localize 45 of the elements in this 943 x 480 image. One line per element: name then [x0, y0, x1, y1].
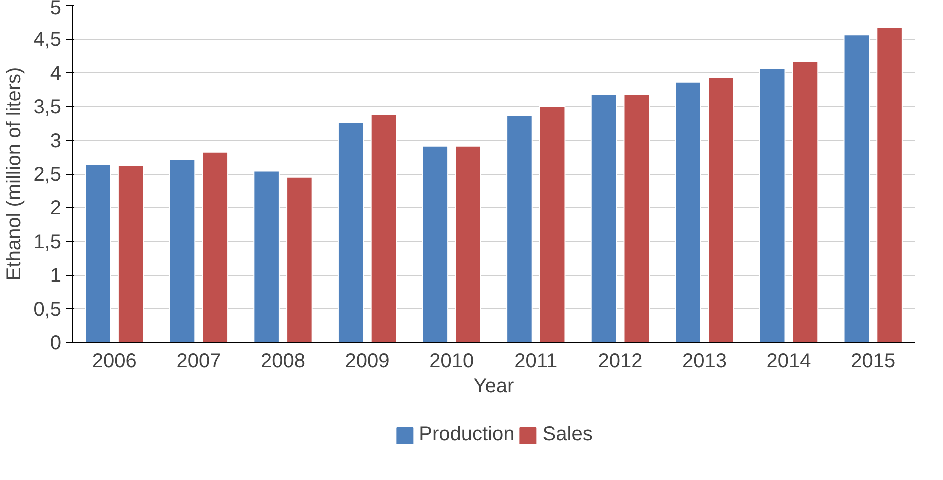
legend-label: Sales — [542, 424, 593, 446]
bar — [506, 116, 533, 342]
bar — [202, 152, 229, 342]
y-tick-label: 3,5 — [34, 96, 62, 119]
y-tick-label: 5 — [50, 0, 62, 20]
bar — [844, 34, 870, 342]
x-tick-label: 2010 — [430, 350, 474, 372]
bar — [876, 27, 903, 342]
bar — [708, 77, 734, 342]
x-tick-label: 2011 — [514, 350, 558, 372]
bar — [286, 176, 313, 342]
bar — [254, 170, 280, 342]
bar — [118, 165, 144, 342]
x-tick-label: 2007 — [176, 350, 222, 372]
bar — [455, 146, 482, 342]
y-tick-label: 3 — [50, 130, 62, 152]
x-tick-label: 2006 — [92, 350, 137, 372]
y-tick-label: 1 — [50, 265, 62, 288]
bar — [85, 164, 112, 342]
x-tick-label: 2008 — [261, 350, 306, 372]
y-tick-label: 4,5 — [34, 29, 62, 52]
y-axis-title: Ethanol (million of liters) — [4, 67, 26, 281]
bar — [624, 94, 650, 342]
bar — [338, 122, 364, 342]
bar — [590, 94, 618, 342]
x-tick-label: 2014 — [766, 350, 812, 372]
x-tick-label: 2013 — [682, 350, 728, 372]
bar — [792, 60, 819, 342]
x-tick-label: 2009 — [345, 350, 390, 372]
bar — [759, 68, 786, 342]
y-tick-label: 0,5 — [34, 298, 62, 321]
y-tick-label: 0 — [50, 332, 62, 354]
bar — [422, 146, 449, 342]
y-tick-label: 4 — [50, 62, 62, 85]
bar — [539, 106, 566, 342]
bar — [370, 114, 398, 342]
bar — [169, 159, 196, 342]
x-tick-label: 2012 — [598, 350, 643, 372]
y-tick-label: 2 — [50, 198, 62, 220]
x-axis-title: Year — [474, 376, 515, 398]
legend-label: Production — [419, 424, 515, 446]
x-tick-label: 2015 — [851, 350, 896, 372]
bar — [675, 82, 702, 342]
y-tick-label: 1,5 — [34, 231, 62, 254]
y-tick-label: 2,5 — [34, 164, 62, 186]
